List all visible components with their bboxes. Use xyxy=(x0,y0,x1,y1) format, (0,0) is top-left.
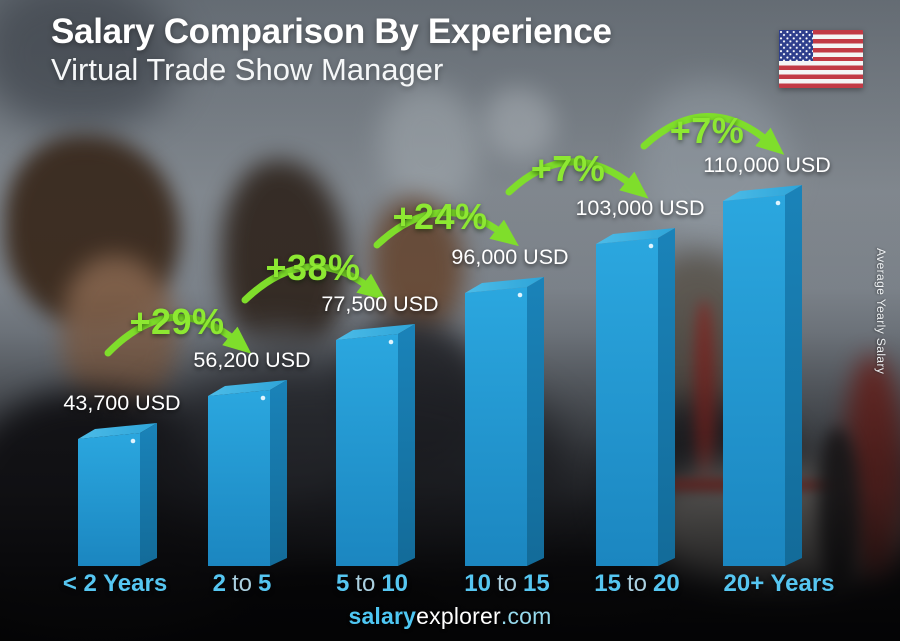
x-axis-label-bold: 20+ Years xyxy=(723,570,835,597)
photo-blur-shape xyxy=(648,462,900,587)
x-axis-label: 5 to 10 xyxy=(336,570,408,598)
photo-blur-shape xyxy=(345,320,485,470)
bar-value-label: 96,000 USD xyxy=(451,245,569,269)
x-axis-label-mid: to xyxy=(231,570,253,597)
photo-blur-shape xyxy=(845,355,900,580)
y-axis-label: Average Yearly Salary xyxy=(874,248,888,375)
page-title: Salary Comparison By Experience xyxy=(51,12,612,51)
x-axis-label-mid: to xyxy=(496,570,518,597)
bar-value-label: 43,700 USD xyxy=(63,391,181,415)
x-axis-label-bold: 5 xyxy=(258,570,272,597)
header: Salary Comparison By Experience Virtual … xyxy=(51,12,612,88)
x-axis-label-bold: 10 xyxy=(381,570,409,597)
pct-increase-label: +38% xyxy=(265,247,361,288)
x-axis-label-bold: 10 xyxy=(464,570,491,597)
x-axis-label-bold: 5 xyxy=(335,570,350,597)
photo-blur-shape xyxy=(140,360,570,550)
photo-blur-shape xyxy=(636,252,768,427)
pct-increase-label: +7% xyxy=(669,110,745,151)
x-axis-label: 15 to 20 xyxy=(594,570,679,598)
pct-increase-label: +7% xyxy=(530,148,606,189)
photo-blur-shape xyxy=(694,300,716,485)
photo-blur-shape xyxy=(380,85,480,205)
x-axis-label-bold: < 2 Years xyxy=(62,570,168,597)
x-axis-label-bold: 2 xyxy=(212,570,226,597)
x-axis-label-bold: 15 xyxy=(594,570,621,597)
pct-increase-label: +29% xyxy=(129,301,225,342)
x-axis-label-bold: 20 xyxy=(653,570,680,597)
pct-increase-label: +24% xyxy=(392,196,488,237)
photo-blur-shape xyxy=(636,478,841,492)
x-axis-label: 2 to 5 xyxy=(213,570,272,598)
photo-blur-shape xyxy=(605,400,810,585)
bar-value-label: 56,200 USD xyxy=(193,348,311,372)
page-subtitle: Virtual Trade Show Manager xyxy=(51,52,444,87)
footer-brand-suffix: .com xyxy=(500,603,552,629)
footer-brand-regular: explorer xyxy=(416,603,501,629)
footer-brand-bold: salary xyxy=(348,603,417,629)
x-axis-label-mid: to xyxy=(626,570,648,597)
x-axis-label: 20+ Years xyxy=(723,570,834,598)
us-flag-canton xyxy=(779,30,813,61)
photo-blur-shape xyxy=(5,135,180,325)
bar-value-label: 110,000 USD xyxy=(703,153,831,177)
photo-blur-shape xyxy=(818,428,860,593)
bar-value-label: 77,500 USD xyxy=(321,292,439,316)
x-axis-label: < 2 Years xyxy=(63,570,167,598)
us-flag-icon xyxy=(779,30,863,88)
site-footer: salaryexplorer.com xyxy=(0,603,900,630)
x-axis-label: 10 to 15 xyxy=(464,570,549,598)
x-axis-label-mid: to xyxy=(355,570,376,597)
bar-value-label: 103,000 USD xyxy=(575,196,705,220)
x-axis-label-bold: 15 xyxy=(523,570,550,597)
